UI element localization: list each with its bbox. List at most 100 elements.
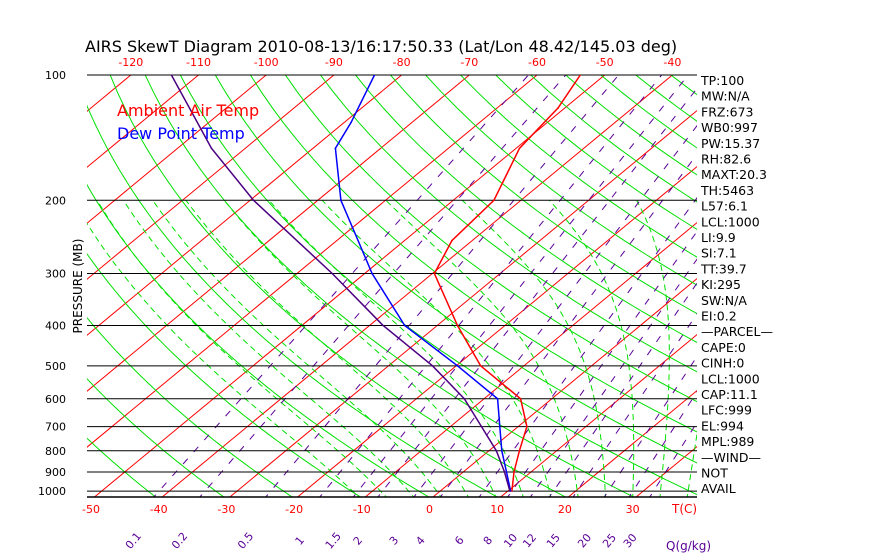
isotherm-line (768, 75, 870, 500)
mixing-ratio-line (199, 75, 567, 497)
stat-line: TT:39.7 (700, 261, 747, 276)
ambient-data-point (456, 324, 459, 327)
temp-tick-label-top: -90 (325, 56, 343, 69)
dry-adiabat-line (87, 316, 294, 497)
temp-tick-label-top: -50 (596, 56, 614, 69)
isotherm-line (87, 75, 470, 392)
isotherm-line (229, 109, 697, 497)
dry-adiabat-line (87, 378, 225, 497)
dry-adiabat-line (355, 75, 697, 344)
ambient-data-point (518, 147, 521, 150)
parcel-data-point (463, 397, 466, 400)
isotherm-line (432, 277, 697, 497)
isotherm-line (161, 75, 673, 497)
temp-tick-label-bottom: -40 (150, 503, 168, 516)
dewpoint-data-point (505, 471, 508, 473)
stat-line: LCL:1000 (701, 371, 760, 386)
dry-adiabat-line (109, 75, 567, 497)
stat-line: —PARCEL— (701, 324, 773, 339)
temp-tick-label-top: -100 (254, 56, 279, 69)
pressure-tick-label: 500 (45, 360, 66, 373)
stat-line: TH:5463 (700, 183, 754, 198)
isotherm-line (364, 221, 697, 497)
ambient-data-point (433, 272, 436, 275)
stat-line: LFC:999 (701, 403, 752, 418)
dry-adiabat-line (776, 75, 870, 500)
ambient-data-point (479, 365, 482, 367)
parcel-data-point (382, 324, 384, 327)
mixing-ratio-line (352, 75, 689, 497)
stat-line: L57:6.1 (701, 199, 748, 214)
moist-adiabat-line (96, 200, 387, 497)
isotherm-line (87, 75, 199, 168)
temp-tick-label-bottom: 30 (626, 503, 640, 516)
dry-adiabat-line (425, 75, 697, 286)
ambient-data-point (579, 75, 582, 76)
temp-tick-label-top: -70 (460, 56, 478, 69)
legend-dew-point-temp: Dew Point Temp (117, 124, 245, 143)
mixing-ratio-tick-label: 1.5 (323, 530, 344, 552)
stat-line: NOT (701, 466, 728, 481)
mixing-ratio-tick-label: 12 (520, 531, 539, 550)
x-axis-label: T(C) (671, 502, 697, 516)
temp-tick-label-top: -110 (186, 56, 211, 69)
isotherm-line (499, 333, 697, 497)
stat-line: FRZ:673 (701, 104, 754, 119)
dry-adiabat-line (320, 75, 697, 373)
temp-tick-label-top: -40 (663, 56, 681, 69)
mixing-ratio-line (603, 355, 697, 497)
mixing-ratio-line (572, 313, 697, 497)
isotherm-line (87, 75, 267, 224)
dry-adiabat-line (284, 75, 697, 403)
legend-ambient-air-temp: Ambient Air Temp (117, 101, 259, 120)
mixing-ratio-tick-label: 8 (481, 534, 495, 548)
stat-line: CAP:11.1 (701, 387, 758, 402)
parcel-data-point (331, 272, 333, 275)
pressure-tick-label: 600 (45, 393, 66, 406)
moist-adiabat-line (223, 199, 497, 497)
dewpoint-data-point (403, 324, 406, 327)
stat-line: AVAIL (701, 481, 736, 496)
stat-line: SW:N/A (701, 293, 747, 308)
dewpoint-data-point (499, 425, 501, 428)
parcel-data-point (495, 449, 498, 452)
isotherm-line (87, 75, 402, 336)
stat-line: EI:0.2 (701, 309, 737, 324)
isotherm-line (93, 75, 606, 497)
pressure-tick-label: 700 (45, 421, 66, 434)
mixing-ratio-line (478, 197, 697, 497)
mixing-ratio-tick-label: 1 (293, 534, 307, 548)
dewpoint-data-point (350, 121, 352, 124)
mixing-ratio-line (319, 75, 663, 497)
ambient-data-point (518, 449, 521, 452)
temp-tick-label-top: -120 (118, 56, 143, 69)
stat-line: MAXT:20.3 (701, 167, 767, 182)
mixing-ratio-axis-label: Q(g/kg) (666, 539, 711, 553)
temp-tick-label-bottom: 0 (426, 503, 433, 516)
moist-adiabat-line (268, 199, 524, 497)
dry-adiabat-line (87, 253, 362, 497)
moist-adiabat-line (548, 199, 635, 497)
dry-adiabat-line (249, 75, 697, 433)
stat-line: SI:7.1 (701, 246, 737, 261)
dewpoint-profile-line (334, 75, 512, 492)
isotherm-line (0, 75, 63, 500)
parcel-data-point (503, 471, 506, 473)
dry-adiabat-line (144, 75, 636, 497)
temp-tick-label-bottom: 20 (558, 503, 572, 516)
ambient-data-point (513, 471, 515, 473)
dewpoint-data-point (496, 397, 499, 400)
stat-line: —WIND— (701, 450, 761, 465)
isotherm-line (87, 75, 335, 280)
temp-tick-label-top: -60 (528, 56, 546, 69)
stat-line: CAPE:0 (701, 340, 746, 355)
mixing-ratio-line (507, 230, 697, 497)
mixing-ratio-line (649, 421, 697, 497)
dewpoint-data-point (500, 449, 503, 452)
mixing-ratio-tick-label: 20 (575, 531, 594, 550)
stat-line: EL:994 (701, 418, 744, 433)
isotherm-line (296, 165, 697, 497)
pressure-tick-label: 300 (45, 268, 66, 281)
y-axis-label: PRESSURE (MB) (71, 239, 85, 334)
mixing-ratio-tick-label: 0.1 (123, 530, 144, 552)
